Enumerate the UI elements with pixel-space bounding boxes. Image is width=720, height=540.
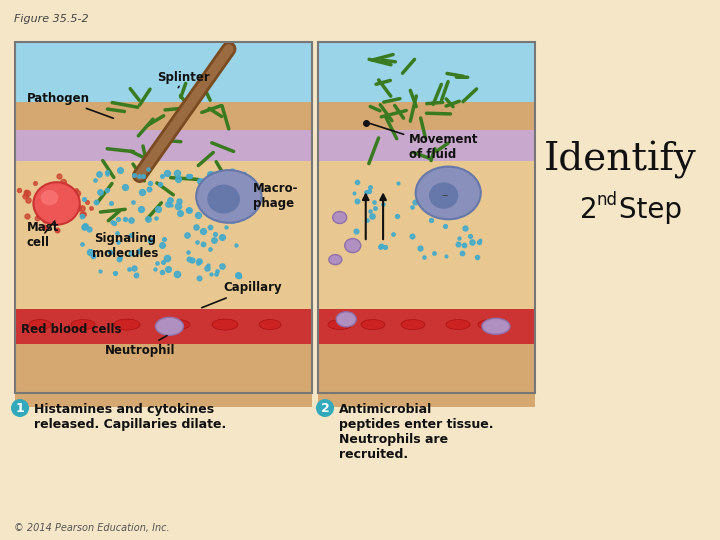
Ellipse shape [71, 320, 95, 329]
Text: –: – [442, 189, 448, 202]
Text: 2: 2 [580, 196, 598, 224]
Text: Red blood cells: Red blood cells [21, 323, 122, 336]
Text: Mast
cell: Mast cell [27, 221, 59, 249]
Ellipse shape [259, 320, 281, 329]
Text: Pathogen: Pathogen [27, 92, 113, 118]
Ellipse shape [433, 184, 445, 192]
Text: Capillary: Capillary [202, 281, 282, 308]
Bar [318, 42, 535, 102]
Ellipse shape [156, 318, 184, 335]
Bar [15, 102, 312, 130]
Text: Figure 35.5-2: Figure 35.5-2 [14, 14, 89, 24]
Ellipse shape [232, 187, 242, 193]
Ellipse shape [328, 320, 352, 329]
Circle shape [11, 399, 29, 417]
Bar [15, 309, 312, 344]
Text: 2: 2 [320, 402, 329, 415]
Text: Identify: Identify [544, 141, 696, 179]
Ellipse shape [40, 190, 58, 205]
Ellipse shape [29, 320, 51, 329]
Ellipse shape [454, 186, 464, 192]
Ellipse shape [329, 255, 342, 265]
Ellipse shape [164, 320, 190, 329]
Bar [318, 130, 535, 161]
Ellipse shape [478, 320, 502, 329]
Ellipse shape [196, 170, 261, 223]
Ellipse shape [429, 183, 459, 209]
Ellipse shape [207, 185, 240, 213]
Ellipse shape [219, 200, 228, 206]
Ellipse shape [345, 239, 361, 253]
Text: Macro-
phage: Macro- phage [253, 183, 298, 211]
Bar [318, 42, 535, 393]
Ellipse shape [33, 182, 80, 225]
Text: Antimicrobial
peptides enter tissue.
Neutrophils are
recruited.: Antimicrobial peptides enter tissue. Neu… [339, 403, 493, 461]
Text: Histamines and cytokines
released. Capillaries dilate.: Histamines and cytokines released. Capil… [34, 403, 226, 431]
Ellipse shape [333, 212, 347, 224]
Ellipse shape [446, 320, 470, 329]
Ellipse shape [212, 319, 238, 330]
Bar [15, 161, 312, 309]
Ellipse shape [114, 319, 140, 330]
Ellipse shape [237, 197, 245, 202]
Bar [318, 309, 535, 344]
Ellipse shape [437, 195, 446, 203]
Ellipse shape [401, 320, 425, 329]
Ellipse shape [415, 167, 481, 219]
Ellipse shape [212, 188, 224, 196]
Text: Movement
of fluid: Movement of fluid [370, 124, 479, 161]
Ellipse shape [336, 312, 356, 327]
Ellipse shape [361, 320, 385, 329]
Circle shape [316, 399, 334, 417]
Bar [15, 42, 312, 102]
Bar [318, 102, 535, 130]
Text: 1: 1 [16, 402, 24, 415]
Text: Splinter: Splinter [158, 71, 210, 87]
Bar [15, 344, 312, 407]
Bar [318, 344, 535, 407]
Text: nd: nd [596, 191, 617, 209]
Ellipse shape [451, 195, 460, 201]
Bar [15, 130, 312, 161]
Text: Signaling
molecules: Signaling molecules [91, 232, 158, 260]
Bar [15, 42, 312, 393]
Ellipse shape [482, 318, 510, 334]
Text: © 2014 Pearson Education, Inc.: © 2014 Pearson Education, Inc. [14, 523, 170, 533]
Text: Neutrophil: Neutrophil [104, 336, 175, 357]
Text: Step: Step [610, 196, 682, 224]
Bar [318, 161, 535, 309]
